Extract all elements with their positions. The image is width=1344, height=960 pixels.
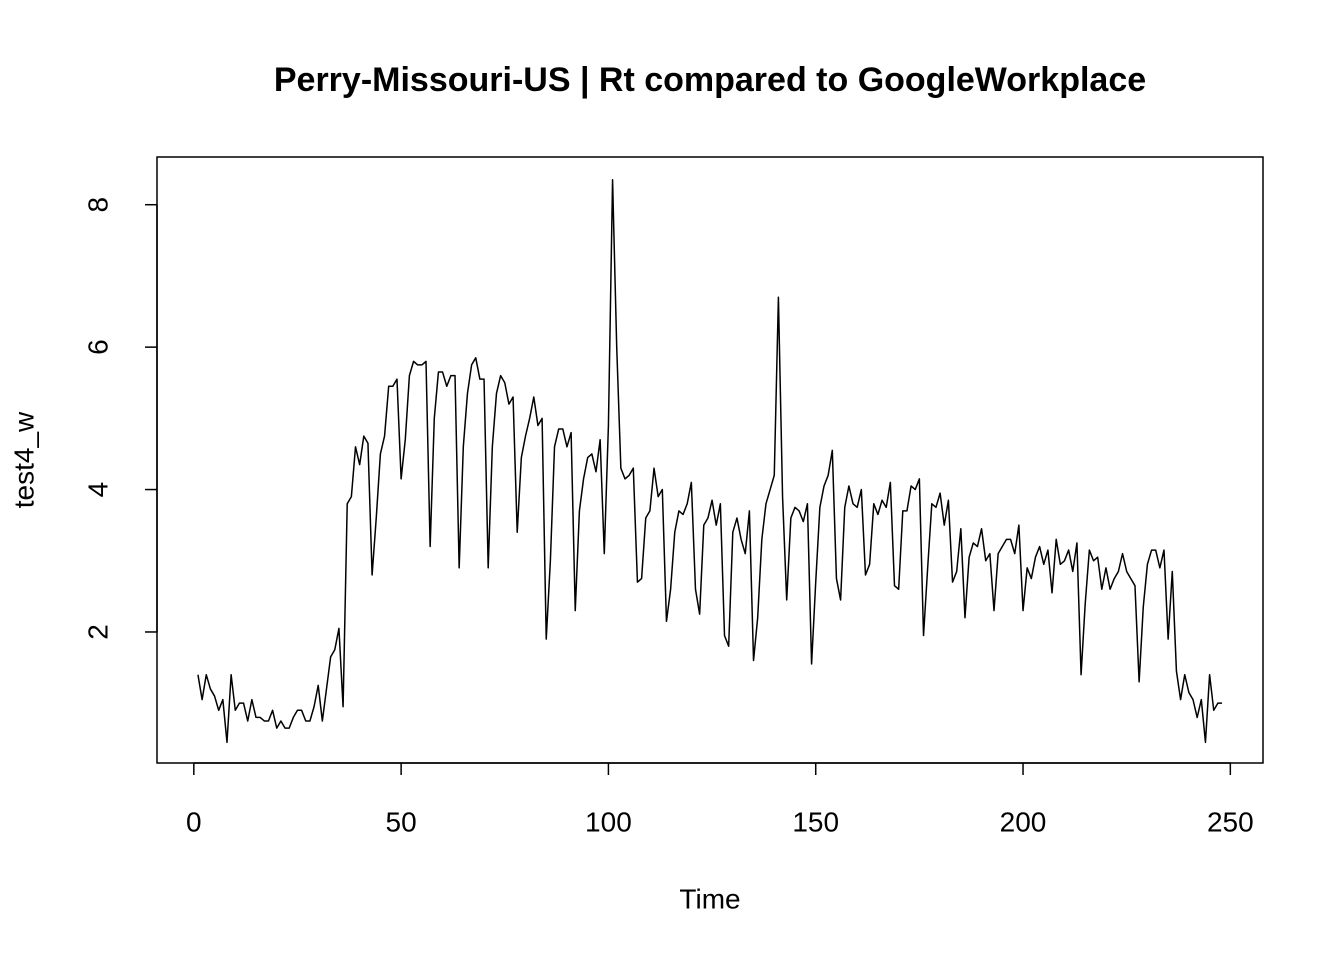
x-axis-label: Time bbox=[679, 883, 740, 914]
x-tick-label: 150 bbox=[792, 806, 839, 837]
data-line bbox=[197, 179, 1223, 744]
y-tick-label: 2 bbox=[82, 624, 113, 640]
plot-frame bbox=[156, 156, 1264, 764]
x-tick-label: 50 bbox=[386, 806, 417, 837]
chart-title: Perry-Missouri-US | Rt compared to Googl… bbox=[274, 61, 1146, 99]
x-tick-label: 100 bbox=[585, 806, 632, 837]
x-tick-label: 200 bbox=[1000, 806, 1047, 837]
y-axis-label: test4_w bbox=[8, 411, 39, 508]
x-tick-label: 250 bbox=[1207, 806, 1254, 837]
x-tick-label: 0 bbox=[186, 806, 202, 837]
y-tick-label: 8 bbox=[82, 197, 113, 213]
y-tick-label: 6 bbox=[82, 339, 113, 355]
y-tick-label: 4 bbox=[82, 482, 113, 498]
